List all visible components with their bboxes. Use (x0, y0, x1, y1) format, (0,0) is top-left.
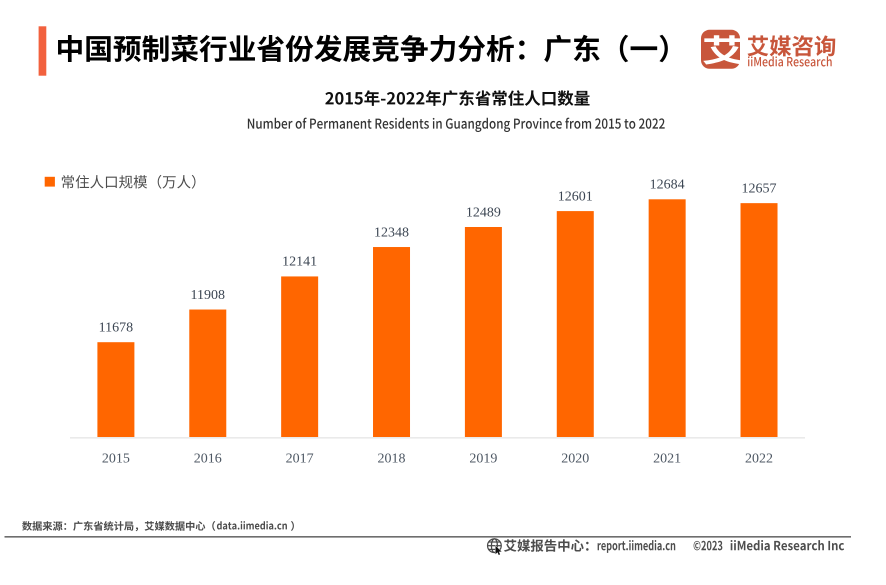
svg-text:2017: 2017 (286, 451, 314, 466)
svg-text:2020: 2020 (561, 451, 589, 466)
svg-text:11678: 11678 (99, 321, 133, 336)
svg-text:2018: 2018 (378, 451, 406, 466)
svg-text:2019: 2019 (469, 451, 497, 466)
svg-text:12141: 12141 (282, 255, 317, 270)
svg-text:2022: 2022 (745, 451, 773, 466)
svg-text:11908: 11908 (191, 288, 225, 303)
svg-text:2016: 2016 (194, 451, 222, 466)
svg-text:12684: 12684 (650, 178, 685, 193)
svg-text:2021: 2021 (653, 451, 681, 466)
svg-text:12348: 12348 (374, 225, 409, 240)
svg-text:12657: 12657 (742, 181, 777, 196)
svg-text:12489: 12489 (466, 205, 501, 220)
svg-text:2015: 2015 (102, 451, 130, 466)
svg-text:12601: 12601 (558, 189, 593, 204)
